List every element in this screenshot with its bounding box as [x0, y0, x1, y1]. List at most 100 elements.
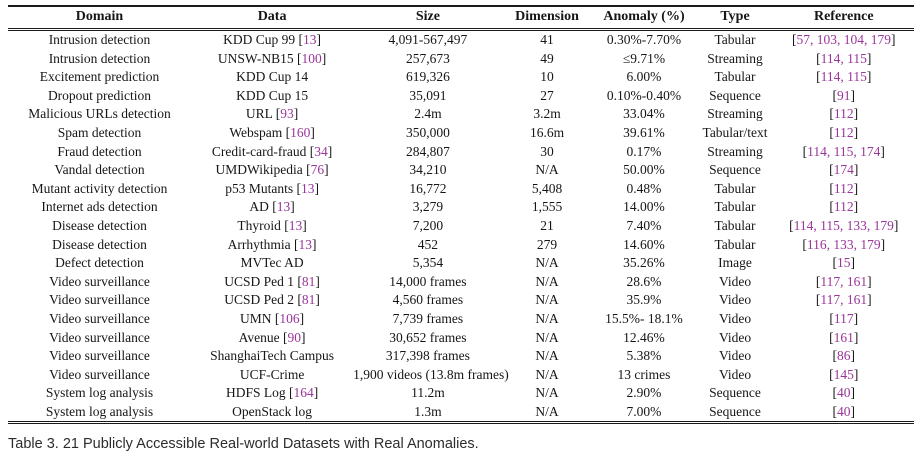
dataset-name: HDFS Log: [225, 385, 286, 401]
cell-dimension: 1,555: [531, 199, 563, 215]
bracket-open: [: [816, 50, 821, 66]
dataset-citation-link[interactable]: [81]: [294, 292, 320, 307]
reference-citation-links[interactable]: 40: [837, 385, 851, 401]
cell-size: 7,739 frames: [392, 310, 464, 326]
reference-citation-links[interactable]: 117, 161: [820, 273, 868, 289]
table-row: Defect detection MVTec AD 5,354 N/A 35.2…: [8, 254, 914, 273]
bracket-open: [: [275, 106, 281, 122]
bracket-open: [: [829, 329, 834, 345]
cell-size: 11.2m: [411, 385, 445, 401]
cell-anomaly: 50.00%: [623, 162, 665, 178]
citation-number[interactable]: 100: [301, 50, 322, 66]
bracket-close: ]: [313, 385, 319, 401]
dataset-citation-link[interactable]: [13]: [281, 218, 307, 233]
cell-domain: Video surveillance: [49, 348, 150, 364]
reference-citation-links[interactable]: 117: [833, 310, 854, 326]
cell-data: KDD Cup 15: [191, 87, 353, 106]
reference-citation-links[interactable]: 161: [833, 329, 854, 345]
cell-anomaly: 6.00%: [626, 69, 662, 85]
citation-number[interactable]: 164: [293, 385, 314, 401]
citation-number[interactable]: 13: [276, 199, 291, 215]
cell-size: 3,279: [412, 199, 444, 215]
citation-number[interactable]: 13: [298, 236, 313, 252]
bracket-open: [: [294, 236, 299, 252]
cell-type: Video: [718, 329, 752, 345]
table-row: Excitement prediction KDD Cup 14 619,326…: [8, 68, 914, 87]
bracket-close: ]: [867, 292, 872, 308]
cell-anomaly: 33.04%: [623, 106, 665, 122]
dataset-citation-link[interactable]: [76]: [303, 162, 329, 177]
reference-citation-links[interactable]: 112: [833, 124, 854, 140]
dataset-citation-link[interactable]: [13]: [291, 237, 317, 252]
citation-number[interactable]: 160: [290, 124, 311, 140]
citation-number[interactable]: 13: [300, 180, 315, 196]
cell-anomaly: 7.40%: [626, 217, 662, 233]
cell-type: Video: [718, 292, 752, 308]
reference-citation-links[interactable]: 91: [837, 87, 851, 103]
citation-number[interactable]: 34: [314, 143, 328, 159]
citation-number[interactable]: 81: [301, 292, 316, 308]
reference-citation-links[interactable]: 174: [833, 162, 854, 178]
table-row: Mutant activity detection p53 Mutants [1…: [8, 180, 914, 199]
bracket-open: [: [815, 273, 821, 289]
reference-citation-links[interactable]: 145: [833, 366, 854, 382]
cell-type: Tabular: [714, 199, 756, 215]
reference-citation-links[interactable]: 117, 161: [820, 292, 868, 308]
cell-anomaly: 12.46%: [623, 329, 665, 345]
table-row: Vandal detection UMDWikipedia [76] 34,21…: [8, 161, 914, 180]
bracket-close: ]: [850, 87, 856, 103]
table-header-row: Domain Data Size Dimension Anomaly (%) Type Re…: [8, 6, 914, 31]
dataset-citation-link[interactable]: [81]: [294, 274, 320, 289]
cell-anomaly: 28.6%: [626, 273, 662, 289]
reference-citation-links[interactable]: 112: [833, 180, 854, 196]
citation-number[interactable]: 81: [301, 273, 316, 289]
cell-reference: [161]: [774, 329, 914, 348]
dataset-name: UCSD Ped 2: [224, 292, 295, 308]
dataset-citation-link[interactable]: [13]: [295, 32, 322, 47]
dataset-citation-link[interactable]: [160]: [282, 125, 315, 140]
reference-citation-links[interactable]: 57, 103, 104, 179: [796, 32, 892, 47]
reference-citation-links[interactable]: 112: [833, 106, 854, 122]
citation-number[interactable]: 93: [280, 106, 294, 122]
table-row: Spam detection Webspam [160] 350,000 16.…: [8, 124, 914, 143]
reference-citation-links[interactable]: 40: [837, 403, 851, 419]
dataset-citation-link[interactable]: [100]: [294, 50, 326, 66]
dataset-citation-link[interactable]: [34]: [306, 143, 333, 159]
bracket-close: ]: [867, 273, 872, 289]
cell-type: Streaming: [707, 143, 763, 159]
dataset-citation-link[interactable]: [90]: [280, 330, 306, 345]
reference-citation-links[interactable]: 114, 115: [820, 69, 867, 85]
reference-citation-links[interactable]: 112: [833, 199, 854, 215]
reference-citation-links[interactable]: 116, 133, 179: [806, 236, 881, 252]
dataset-name: UMDWikipedia: [215, 162, 303, 178]
dataset-citation-link[interactable]: [13]: [269, 199, 295, 214]
citation-number[interactable]: 13: [303, 32, 317, 47]
bracket-open: [: [829, 199, 834, 215]
citation-number[interactable]: 76: [310, 162, 325, 178]
cell-size: 317,398 frames: [385, 348, 470, 364]
cell-type: Video: [718, 348, 752, 364]
reference-citation-links[interactable]: 114, 115, 174: [807, 143, 881, 159]
citation-number[interactable]: 13: [288, 217, 303, 233]
cell-reference: [114, 115]: [774, 50, 914, 69]
cell-domain: Mutant activity detection: [31, 180, 168, 196]
dataset-citation-link[interactable]: [93]: [272, 106, 299, 122]
cell-type: Video: [718, 310, 752, 326]
column-header: Anomaly (%): [591, 6, 697, 31]
cell-dimension: N/A: [535, 329, 559, 345]
citation-number[interactable]: 106: [279, 310, 300, 326]
dataset-citation-link[interactable]: [106]: [272, 310, 304, 326]
reference-citation-links[interactable]: 114, 115: [820, 50, 867, 66]
dataset-citation-link[interactable]: [13]: [293, 181, 319, 196]
dataset-name: Credit-card-fraud: [211, 143, 307, 159]
cell-size: 16,772: [409, 180, 447, 196]
cell-size: 30,652 frames: [389, 329, 467, 345]
reference-citation-links[interactable]: 15: [837, 255, 851, 271]
column-header: Domain: [8, 6, 191, 31]
reference-citation-links[interactable]: 86: [837, 348, 851, 364]
cell-domain: Internet ads detection: [41, 199, 158, 215]
citation-number[interactable]: 90: [287, 329, 302, 345]
dataset-citation-link[interactable]: [164]: [286, 385, 319, 401]
reference-citation-links[interactable]: 114, 115, 133, 179: [793, 217, 894, 233]
bracket-open: [: [829, 162, 834, 178]
